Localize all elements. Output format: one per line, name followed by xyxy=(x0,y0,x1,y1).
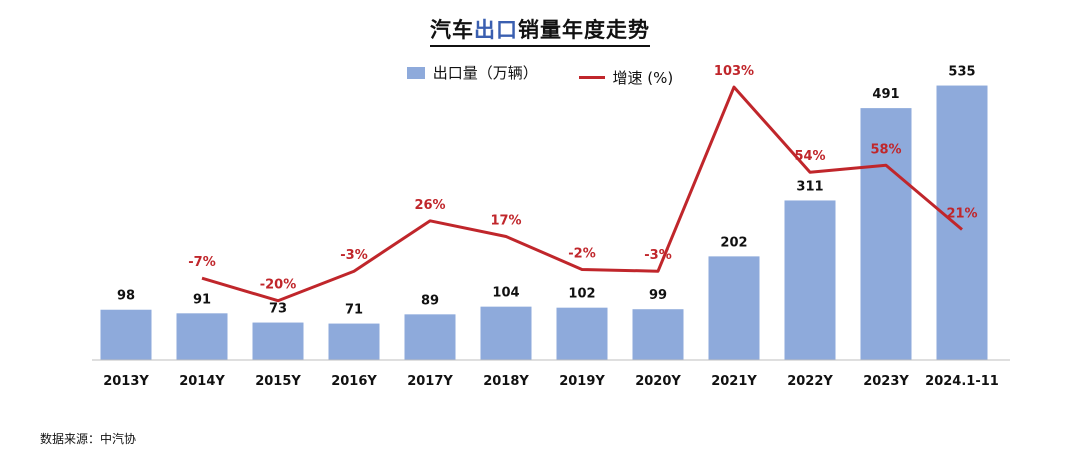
bar-2024.1-11 xyxy=(936,85,988,361)
bar-2019Y xyxy=(556,307,608,360)
bar-2023Y xyxy=(860,108,912,360)
line-value-label: 17% xyxy=(490,213,521,228)
line-value-label: 21% xyxy=(946,207,977,222)
legend-swatch-line xyxy=(578,75,605,79)
x-tick-label: 2013Y xyxy=(103,374,149,389)
line-value-label: -20% xyxy=(260,278,297,293)
bar-value-label: 535 xyxy=(948,65,975,80)
legend-label-line: 增速 (%) xyxy=(612,68,674,87)
line-value-label: -3% xyxy=(340,248,367,263)
bar-value-label: 202 xyxy=(720,235,747,250)
bar-2014Y xyxy=(176,313,228,360)
bar-value-label: 73 xyxy=(269,302,287,317)
bar-value-label: 98 xyxy=(117,289,135,304)
legend: 出口量（万辆） 增速 (%) xyxy=(0,62,1080,88)
title-part-1: 汽车 xyxy=(430,18,474,42)
bar-value-label: 71 xyxy=(345,303,363,318)
x-tick-label: 2015Y xyxy=(255,374,301,389)
bar-value-label: 491 xyxy=(872,87,899,102)
chart-title: 汽车出口销量年度走势 xyxy=(430,14,650,47)
legend-label-bar: 出口量（万辆） xyxy=(432,64,538,82)
x-tick-label: 2014Y xyxy=(179,374,225,389)
source-note: 数据来源：中汽协 xyxy=(40,432,137,446)
x-tick-label: 2019Y xyxy=(559,374,605,389)
title-part-2: 出口 xyxy=(474,18,518,42)
bar-2020Y xyxy=(632,309,684,360)
x-tick-label: 2024.1-11 xyxy=(925,374,999,389)
bar-2017Y xyxy=(404,314,456,360)
bar-series xyxy=(100,85,988,361)
x-tick-label: 2020Y xyxy=(635,374,681,389)
bar-value-label: 102 xyxy=(568,287,595,302)
bar-value-label: 99 xyxy=(649,288,667,303)
bar-value-label: 104 xyxy=(492,286,519,301)
line-labels: -7% -20% -3% 26% 17% -2% -3% 103% 54% 58% 21% xyxy=(188,64,977,293)
line-value-label: 26% xyxy=(414,198,445,213)
bar-value-label: 311 xyxy=(796,179,823,194)
bar-value-label: 89 xyxy=(421,293,439,308)
legend-item-line: 增速 (%) xyxy=(578,67,674,88)
bar-2021Y xyxy=(708,256,760,360)
line-value-label: 103% xyxy=(714,64,754,79)
bar-2013Y xyxy=(100,309,152,360)
line-value-label: -3% xyxy=(644,248,671,263)
x-tick-label: 2018Y xyxy=(483,374,529,389)
title-part-3: 销量年度走势 xyxy=(518,18,650,42)
x-tick-label: 2022Y xyxy=(787,374,833,389)
legend-swatch-bar xyxy=(406,66,425,79)
line-series xyxy=(201,85,963,303)
x-tick-label: 2017Y xyxy=(407,374,453,389)
line-value-label: 54% xyxy=(794,149,825,164)
x-tick-label: 2021Y xyxy=(711,374,757,389)
growth-rate-line xyxy=(201,85,963,303)
bar-labels: 98 91 73 71 89 104 102 99 202 311 491 535 xyxy=(117,65,976,318)
line-value-label: 58% xyxy=(870,142,901,157)
line-value-label: -7% xyxy=(188,255,215,270)
bar-2016Y xyxy=(328,323,380,360)
x-tick-label: 2016Y xyxy=(331,374,377,389)
bar-2018Y xyxy=(480,306,532,360)
line-value-label: -2% xyxy=(568,246,595,261)
chart-title-wrap: 汽车出口销量年度走势 xyxy=(0,14,1080,47)
x-tick-label: 2023Y xyxy=(863,374,909,389)
bar-2022Y xyxy=(784,200,836,360)
legend-item-bar: 出口量（万辆） xyxy=(406,62,538,83)
x-tick-labels: 2013Y 2014Y 2015Y 2016Y 2017Y 2018Y 2019Y 2020Y… xyxy=(103,374,999,389)
bar-2015Y xyxy=(252,322,304,360)
bar-value-label: 91 xyxy=(193,292,211,307)
